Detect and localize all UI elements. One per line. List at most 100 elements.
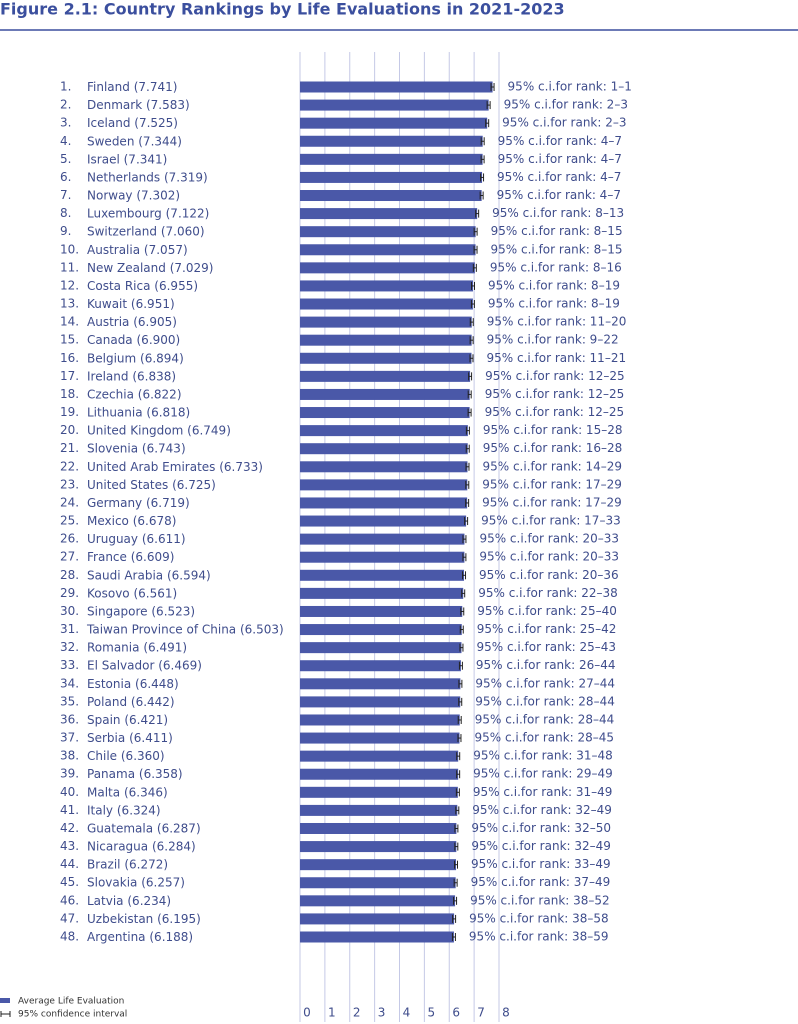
error-bar bbox=[453, 896, 458, 905]
category-label: United Arab Emirates (6.733) bbox=[87, 459, 263, 473]
bar bbox=[300, 497, 468, 509]
category-label: Mexico (6.678) bbox=[87, 514, 176, 528]
value-label: (6.894) bbox=[140, 351, 184, 365]
bar bbox=[300, 624, 462, 636]
rank-label: 35. bbox=[60, 694, 79, 708]
ci-label: 95% c.i.for rank: 28–45 bbox=[474, 731, 614, 745]
rank-label: 17. bbox=[60, 369, 79, 383]
bar bbox=[300, 822, 457, 834]
category-label: Norway (7.302) bbox=[87, 188, 180, 202]
error-bar bbox=[480, 155, 485, 164]
ci-label: 95% c.i.for rank: 8–15 bbox=[491, 224, 623, 238]
value-label: (6.951) bbox=[131, 297, 175, 311]
rank-label: 12. bbox=[60, 278, 79, 292]
bar bbox=[300, 99, 489, 111]
rank-label: 32. bbox=[60, 640, 79, 654]
ci-label: 95% c.i.for rank: 28–44 bbox=[475, 694, 615, 708]
country-name: Saudi Arabia bbox=[87, 568, 163, 582]
category-label: Belgium (6.894) bbox=[87, 351, 184, 365]
bar bbox=[300, 551, 465, 563]
rank-label: 28. bbox=[60, 568, 79, 582]
ci-label: 95% c.i.for rank: 2–3 bbox=[502, 116, 626, 130]
value-label: (6.900) bbox=[137, 333, 181, 347]
ci-label: 95% c.i.for rank: 32–49 bbox=[471, 839, 611, 853]
category-label: Panama (6.358) bbox=[87, 767, 183, 781]
bar bbox=[300, 877, 456, 889]
value-label: (6.324) bbox=[117, 803, 161, 817]
country-name: Kosovo bbox=[87, 586, 130, 600]
error-bar bbox=[458, 679, 463, 688]
value-label: (6.411) bbox=[129, 731, 173, 745]
error-bar bbox=[480, 137, 485, 146]
country-name: Nicaragua bbox=[87, 839, 148, 853]
category-label: Canada (6.900) bbox=[87, 333, 180, 347]
error-bar bbox=[454, 842, 459, 851]
category-label: Australia (7.057) bbox=[87, 242, 188, 256]
bar bbox=[300, 895, 456, 907]
ci-label: 95% c.i.for rank: 32–50 bbox=[471, 821, 611, 835]
error-bar bbox=[462, 553, 467, 562]
country-name: United Arab Emirates bbox=[87, 459, 215, 473]
error-bar bbox=[462, 535, 467, 544]
ci-label: 95% c.i.for rank: 8–15 bbox=[491, 242, 623, 256]
ci-label: 95% c.i.for rank: 26–44 bbox=[476, 658, 616, 672]
category-label: Finland (7.741) bbox=[87, 80, 177, 94]
value-label: (6.609) bbox=[131, 550, 175, 564]
country-name: France bbox=[87, 550, 127, 564]
error-bar bbox=[480, 173, 485, 182]
rank-label: 24. bbox=[60, 495, 79, 509]
bar bbox=[300, 388, 470, 400]
error-bar bbox=[473, 227, 478, 236]
category-label: Guatemala (6.287) bbox=[87, 821, 201, 835]
rank-label: 9. bbox=[60, 224, 71, 238]
rank-label: 5. bbox=[60, 152, 71, 166]
ci-label: 95% c.i.for rank: 12–25 bbox=[485, 369, 625, 383]
value-label: (6.611) bbox=[142, 532, 186, 546]
category-label: Sweden (7.344) bbox=[87, 134, 182, 148]
category-label: Uzbekistan (6.195) bbox=[87, 911, 201, 925]
legend-label: 95% confidence interval bbox=[18, 1010, 127, 1020]
country-name: Taiwan Province of China bbox=[86, 622, 236, 636]
value-label: (6.905) bbox=[133, 315, 177, 329]
value-label: (6.491) bbox=[143, 640, 187, 654]
value-label: (7.319) bbox=[164, 170, 208, 184]
bar bbox=[300, 244, 476, 256]
country-name: Poland bbox=[87, 694, 127, 708]
category-label: Nicaragua (6.284) bbox=[87, 839, 196, 853]
rank-label: 20. bbox=[60, 423, 79, 437]
x-tick-label: 6 bbox=[452, 1006, 460, 1020]
category-label: Ireland (6.838) bbox=[87, 369, 176, 383]
bar bbox=[300, 370, 471, 382]
bar bbox=[300, 316, 472, 328]
category-label: Romania (6.491) bbox=[87, 640, 187, 654]
country-name: Canada bbox=[87, 333, 133, 347]
chart-title: Figure 2.1: Country Rankings by Life Eva… bbox=[0, 0, 565, 19]
value-label: (6.421) bbox=[124, 712, 168, 726]
value-label: (6.503) bbox=[240, 622, 284, 636]
bar bbox=[300, 135, 483, 147]
rank-label: 10. bbox=[60, 242, 79, 256]
rank-label: 41. bbox=[60, 803, 79, 817]
country-name: Norway bbox=[87, 188, 133, 202]
ci-label: 95% c.i.for rank: 17–29 bbox=[482, 477, 622, 491]
rank-label: 42. bbox=[60, 821, 79, 835]
rank-label: 26. bbox=[60, 532, 79, 546]
bar bbox=[300, 605, 463, 617]
ci-label: 95% c.i.for rank: 37–49 bbox=[471, 875, 611, 889]
error-bar bbox=[467, 408, 472, 417]
value-label: (7.057) bbox=[144, 242, 188, 256]
bar bbox=[300, 714, 460, 726]
ci-label: 95% c.i.for rank: 4–7 bbox=[498, 134, 622, 148]
bar bbox=[300, 569, 465, 581]
bar bbox=[300, 298, 473, 310]
error-bar bbox=[455, 788, 460, 797]
ci-label: 95% c.i.for rank: 28–44 bbox=[475, 712, 615, 726]
rank-label: 1. bbox=[60, 80, 71, 94]
error-bar bbox=[469, 336, 474, 345]
value-label: (6.234) bbox=[127, 893, 171, 907]
x-tick-label: 0 bbox=[303, 1006, 311, 1020]
error-bar bbox=[460, 607, 465, 616]
bar bbox=[300, 804, 458, 816]
category-label: Uruguay (6.611) bbox=[87, 532, 186, 546]
rank-label: 23. bbox=[60, 477, 79, 491]
